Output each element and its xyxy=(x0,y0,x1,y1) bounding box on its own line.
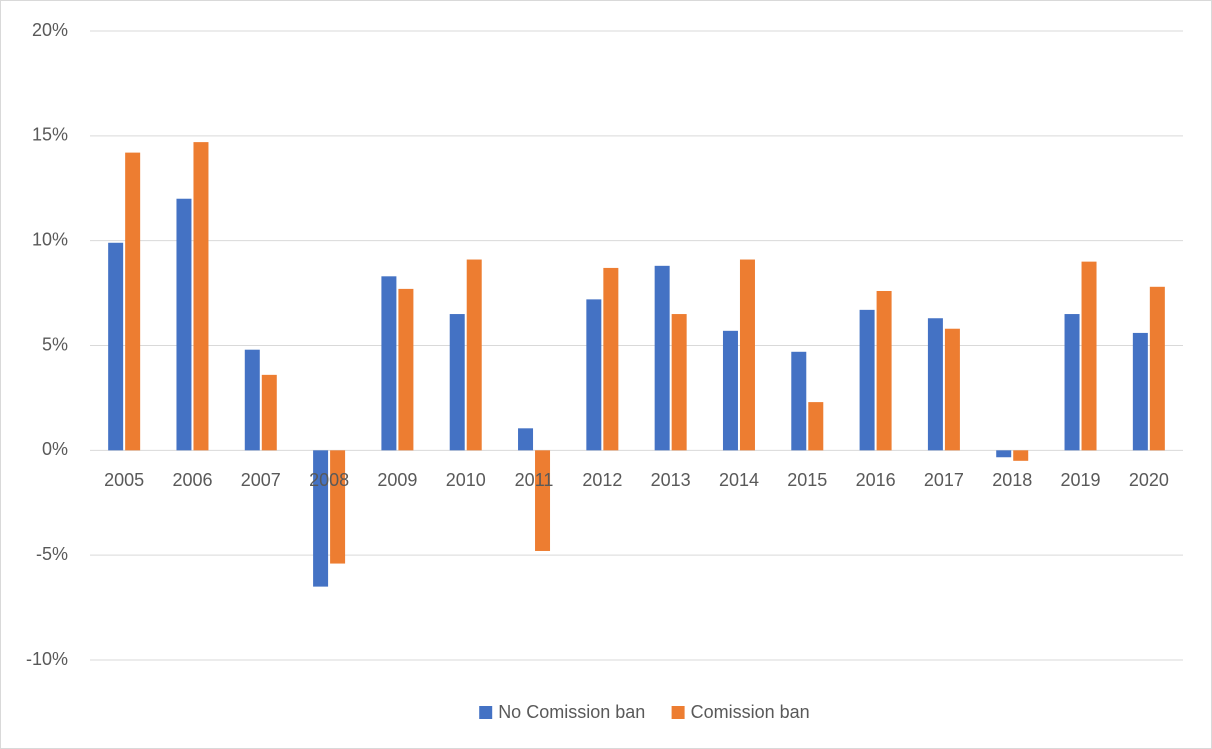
y-tick-label: 0% xyxy=(42,439,68,459)
y-tick-label: 15% xyxy=(32,125,68,145)
x-tick-label: 2010 xyxy=(446,470,486,490)
bar xyxy=(1013,450,1029,461)
bar xyxy=(125,152,141,451)
bar xyxy=(1064,314,1080,451)
y-tick-label: 5% xyxy=(42,334,68,354)
bar xyxy=(944,328,960,451)
x-tick-label: 2019 xyxy=(1061,470,1101,490)
bar xyxy=(722,330,738,451)
x-tick-label: 2006 xyxy=(172,470,212,490)
x-tick-label: 2012 xyxy=(582,470,622,490)
y-tick-label: -10% xyxy=(26,649,68,669)
bar xyxy=(535,450,551,551)
bar xyxy=(586,299,602,451)
bar xyxy=(671,314,687,451)
x-tick-label: 2018 xyxy=(992,470,1032,490)
x-tick-label: 2005 xyxy=(104,470,144,490)
bar xyxy=(859,309,875,451)
bar xyxy=(808,402,824,451)
x-tick-label: 2007 xyxy=(241,470,281,490)
y-tick-label: -5% xyxy=(36,544,68,564)
bar xyxy=(193,142,209,451)
bar xyxy=(876,290,892,451)
bar xyxy=(518,428,534,451)
bar xyxy=(244,349,260,451)
x-tick-label: 2020 xyxy=(1129,470,1169,490)
x-tick-label: 2014 xyxy=(719,470,759,490)
x-tick-label: 2008 xyxy=(309,470,349,490)
x-tick-label: 2017 xyxy=(924,470,964,490)
bar xyxy=(398,288,414,451)
bar xyxy=(313,450,329,587)
bar xyxy=(108,242,124,451)
bar xyxy=(1081,261,1097,451)
bar xyxy=(261,374,277,451)
legend-swatch xyxy=(479,706,493,719)
bar xyxy=(791,351,807,451)
bar xyxy=(927,318,943,451)
bar xyxy=(654,265,670,451)
bar xyxy=(176,198,192,451)
bar xyxy=(466,259,482,451)
y-tick-label: 20% xyxy=(32,20,68,40)
legend-label: No Comission ban xyxy=(498,702,645,722)
x-tick-label: 2009 xyxy=(377,470,417,490)
bar xyxy=(1132,332,1148,451)
x-tick-label: 2015 xyxy=(787,470,827,490)
bar xyxy=(330,450,346,564)
legend-label: Comission ban xyxy=(691,702,810,722)
bar xyxy=(449,314,465,451)
y-tick-label: 10% xyxy=(32,229,68,249)
bar xyxy=(739,259,755,451)
bar xyxy=(603,267,619,451)
x-tick-label: 2011 xyxy=(515,470,554,490)
bar xyxy=(996,450,1012,458)
bar xyxy=(1149,286,1165,451)
x-tick-label: 2013 xyxy=(651,470,691,490)
x-tick-label: 2016 xyxy=(856,470,896,490)
legend-swatch xyxy=(671,706,685,719)
bar xyxy=(381,276,397,451)
